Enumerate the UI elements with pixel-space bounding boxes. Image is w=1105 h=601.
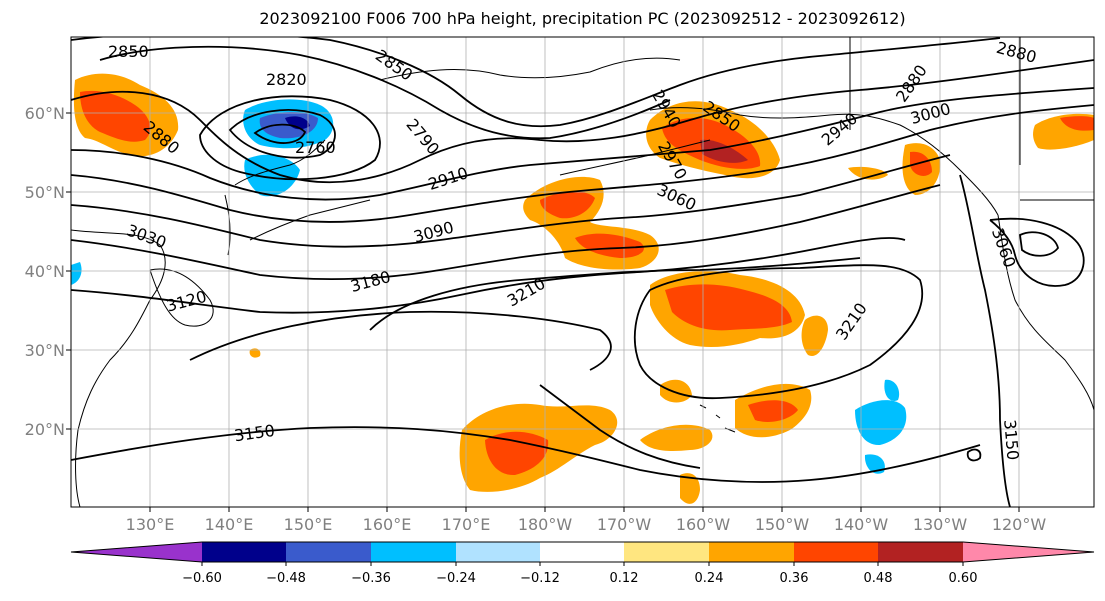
precip-area xyxy=(910,151,932,176)
precip-area xyxy=(700,139,748,163)
lon-label: 120°W xyxy=(991,515,1047,534)
contour-line xyxy=(189,310,612,371)
lon-label: 180°W xyxy=(517,515,573,534)
lon-label: 170°E xyxy=(441,515,491,534)
precip-area xyxy=(1060,116,1094,131)
contour-label: 3150 xyxy=(1000,419,1022,461)
colorbar-segment xyxy=(624,542,709,562)
japan-coast xyxy=(149,268,214,327)
precip-area xyxy=(71,262,82,285)
kamchatka-coast xyxy=(234,139,326,186)
colorbar-segment xyxy=(371,542,456,562)
precip-area xyxy=(680,473,700,504)
colorbar-tick-label: −0.60 xyxy=(182,571,222,586)
contour-line xyxy=(71,59,1094,184)
contour-line xyxy=(966,448,982,462)
colorbar-tick-label: 0.36 xyxy=(779,571,809,586)
precip-area xyxy=(884,379,900,401)
precip-area xyxy=(801,315,828,356)
precip-area xyxy=(855,400,907,446)
lon-label: 170°W xyxy=(596,515,652,534)
colorbar-tick-label: 0.60 xyxy=(948,571,978,586)
lat-label: 50°N xyxy=(24,183,65,202)
colorbar-tick-label: 0.24 xyxy=(694,571,724,586)
contour-line xyxy=(1019,231,1059,257)
precip-area xyxy=(660,379,692,403)
lon-label: 130°W xyxy=(912,515,968,534)
contour-line xyxy=(71,104,1094,223)
lon-label: 150°E xyxy=(283,515,333,534)
precip-area xyxy=(640,424,713,451)
colorbar-tick-label: −0.36 xyxy=(351,571,391,586)
coastlines xyxy=(71,37,1094,507)
precip-area xyxy=(485,431,549,476)
contour-line xyxy=(71,426,981,483)
lat-label: 30°N xyxy=(24,341,65,360)
colorbar-segment xyxy=(202,542,286,562)
colorbar-segment xyxy=(540,542,624,562)
precip-area xyxy=(848,166,888,180)
contour-line xyxy=(199,95,381,181)
colorbar-segment xyxy=(286,542,371,562)
colorbar-tick-label: 0.12 xyxy=(609,571,639,586)
contour-line xyxy=(71,37,1001,128)
bering-coast xyxy=(379,57,681,81)
lon-label: 140°E xyxy=(204,515,254,534)
colorbar-segment xyxy=(709,542,794,562)
contour-line xyxy=(71,87,1094,201)
colorbar-tick-label: −0.12 xyxy=(520,571,560,586)
contour-line xyxy=(228,109,336,159)
lat-label: 60°N xyxy=(24,104,65,123)
colorbar-segment xyxy=(71,542,202,562)
lon-label: 140°W xyxy=(833,515,889,534)
lat-label: 40°N xyxy=(24,262,65,281)
precip-area xyxy=(665,284,792,331)
alaska-coast xyxy=(649,107,999,216)
lat-label: 20°N xyxy=(24,420,65,439)
contour-line xyxy=(71,154,951,248)
colorbar-tick-label: 0.48 xyxy=(863,571,893,586)
colorbar-tick-label: −0.48 xyxy=(266,571,306,586)
map-frame xyxy=(70,36,1095,508)
contour-line xyxy=(71,184,941,281)
contour-line xyxy=(71,237,906,314)
colorbar-segment xyxy=(963,542,1094,562)
precip-area xyxy=(540,191,595,219)
precip-area xyxy=(864,454,885,474)
contour-label: 2850 xyxy=(108,42,149,61)
contour-label: 2820 xyxy=(266,70,307,89)
axis-ticks xyxy=(66,112,1020,512)
colorbar-segment xyxy=(794,542,878,562)
precip-area xyxy=(748,400,798,422)
colorbar-segment xyxy=(878,542,963,562)
contour-line xyxy=(539,384,701,469)
colorbar-tick-label: −0.24 xyxy=(436,571,476,586)
lon-label: 160°E xyxy=(362,515,412,534)
kuril-islands xyxy=(249,199,371,241)
map-title: 2023092100 F006 700 hPa height, precipit… xyxy=(259,9,906,28)
contour-line xyxy=(989,217,1085,287)
na-west-coast xyxy=(997,214,1094,411)
lon-label: 150°W xyxy=(754,515,810,534)
contour-line xyxy=(99,45,671,140)
asia-coast xyxy=(71,229,166,507)
precip-area xyxy=(80,90,151,142)
contour-label: 2760 xyxy=(295,138,336,157)
height-contours xyxy=(71,37,1094,507)
contour-line xyxy=(959,174,1011,507)
contour-line xyxy=(633,264,924,400)
precip-area xyxy=(575,233,644,258)
lon-label: 130°E xyxy=(125,515,175,534)
colorbar-segments xyxy=(70,541,1095,563)
precip-area xyxy=(249,348,261,358)
contour-line xyxy=(253,123,307,144)
colorbar-ticks xyxy=(201,562,964,566)
colorbar-segment xyxy=(456,542,540,562)
lon-label: 160°W xyxy=(675,515,731,534)
contour-line xyxy=(369,257,861,331)
